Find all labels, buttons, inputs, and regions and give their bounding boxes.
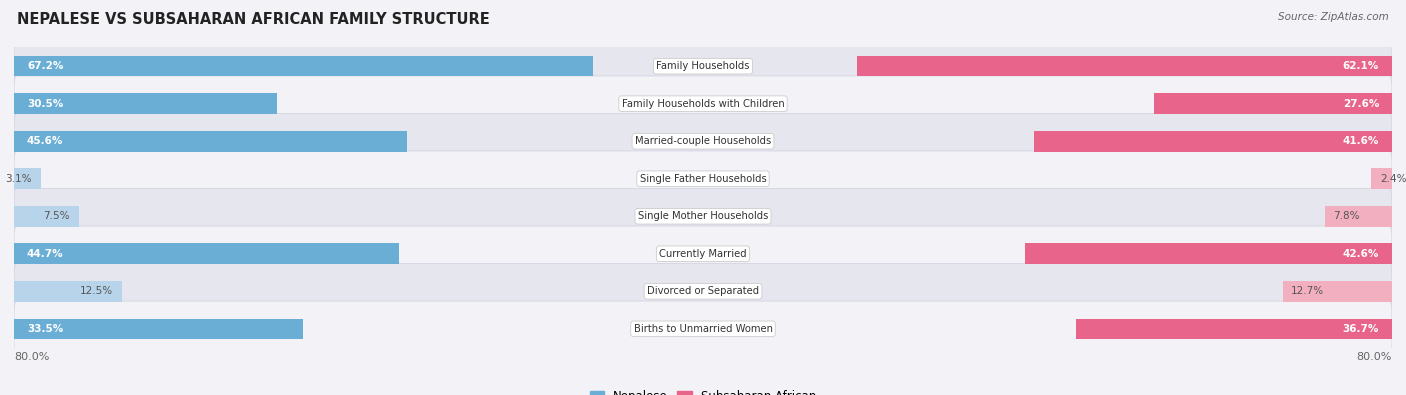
Bar bbox=[14, 318, 302, 339]
Text: NEPALESE VS SUBSAHARAN AFRICAN FAMILY STRUCTURE: NEPALESE VS SUBSAHARAN AFRICAN FAMILY ST… bbox=[17, 12, 489, 27]
FancyBboxPatch shape bbox=[14, 113, 1392, 169]
Bar bbox=[858, 56, 1392, 77]
Text: 67.2%: 67.2% bbox=[27, 61, 63, 71]
Bar bbox=[1033, 131, 1392, 152]
Text: 3.1%: 3.1% bbox=[6, 174, 32, 184]
Bar bbox=[14, 131, 406, 152]
FancyBboxPatch shape bbox=[14, 226, 1392, 282]
FancyBboxPatch shape bbox=[14, 188, 1392, 244]
Bar bbox=[14, 206, 79, 227]
Bar bbox=[1154, 93, 1392, 114]
Text: 42.6%: 42.6% bbox=[1343, 249, 1379, 259]
Text: Single Mother Households: Single Mother Households bbox=[638, 211, 768, 221]
Text: Single Father Households: Single Father Households bbox=[640, 174, 766, 184]
Text: Family Households: Family Households bbox=[657, 61, 749, 71]
Text: Births to Unmarried Women: Births to Unmarried Women bbox=[634, 324, 772, 334]
FancyBboxPatch shape bbox=[14, 38, 1392, 94]
Bar bbox=[1076, 318, 1392, 339]
Text: 7.5%: 7.5% bbox=[44, 211, 70, 221]
Text: Married-couple Households: Married-couple Households bbox=[636, 136, 770, 146]
FancyBboxPatch shape bbox=[14, 151, 1392, 207]
Bar bbox=[14, 243, 399, 264]
Text: 33.5%: 33.5% bbox=[27, 324, 63, 334]
Text: 2.4%: 2.4% bbox=[1379, 174, 1406, 184]
Text: Divorced or Separated: Divorced or Separated bbox=[647, 286, 759, 296]
Text: 45.6%: 45.6% bbox=[27, 136, 63, 146]
Text: 62.1%: 62.1% bbox=[1343, 61, 1379, 71]
Text: 80.0%: 80.0% bbox=[1357, 352, 1392, 362]
Text: 80.0%: 80.0% bbox=[14, 352, 49, 362]
Text: Family Households with Children: Family Households with Children bbox=[621, 99, 785, 109]
Bar bbox=[14, 56, 593, 77]
Text: 7.8%: 7.8% bbox=[1333, 211, 1360, 221]
Text: 41.6%: 41.6% bbox=[1343, 136, 1379, 146]
Text: 36.7%: 36.7% bbox=[1343, 324, 1379, 334]
Text: Currently Married: Currently Married bbox=[659, 249, 747, 259]
Bar bbox=[14, 281, 122, 302]
Bar bbox=[14, 168, 41, 189]
Text: 27.6%: 27.6% bbox=[1343, 99, 1379, 109]
FancyBboxPatch shape bbox=[14, 76, 1392, 132]
FancyBboxPatch shape bbox=[14, 301, 1392, 357]
Text: 12.5%: 12.5% bbox=[80, 286, 112, 296]
Bar bbox=[1324, 206, 1392, 227]
Text: 30.5%: 30.5% bbox=[27, 99, 63, 109]
Text: 44.7%: 44.7% bbox=[27, 249, 63, 259]
FancyBboxPatch shape bbox=[14, 263, 1392, 319]
Text: Source: ZipAtlas.com: Source: ZipAtlas.com bbox=[1278, 12, 1389, 22]
Bar bbox=[1025, 243, 1392, 264]
Text: 12.7%: 12.7% bbox=[1291, 286, 1324, 296]
Bar bbox=[14, 93, 277, 114]
Bar bbox=[1282, 281, 1392, 302]
Legend: Nepalese, Subsaharan African: Nepalese, Subsaharan African bbox=[585, 385, 821, 395]
Bar bbox=[1371, 168, 1392, 189]
